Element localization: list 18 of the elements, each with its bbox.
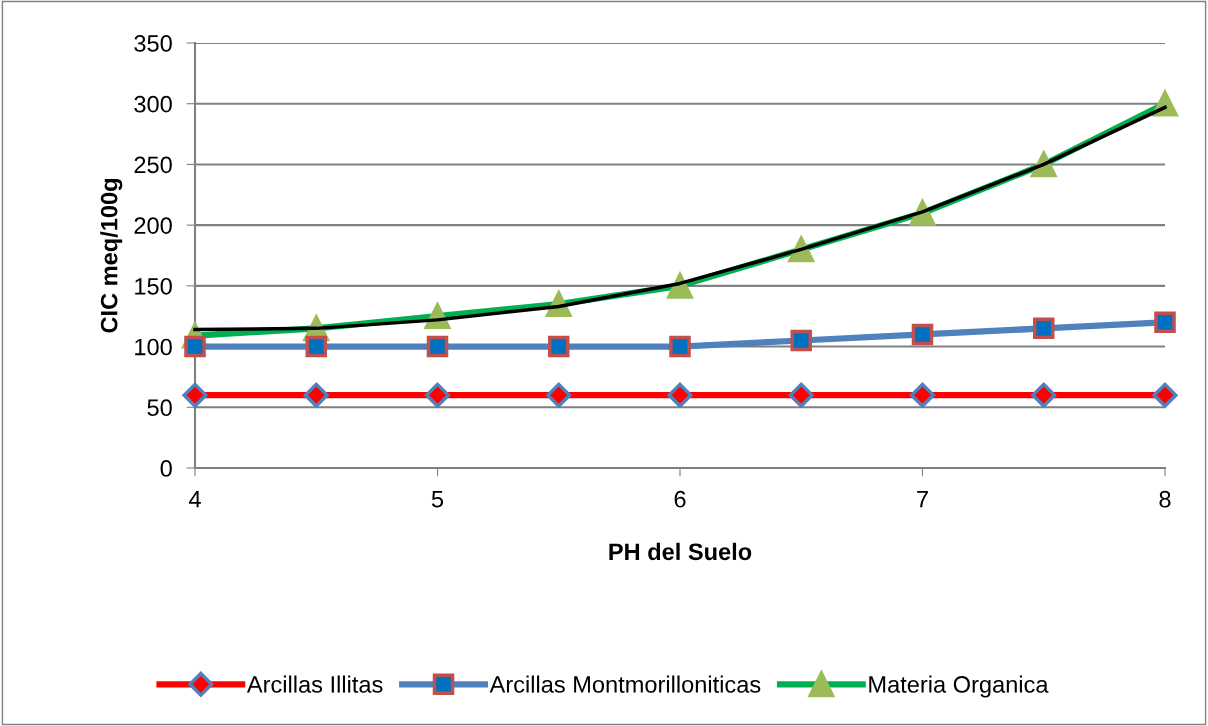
x-tick-label: 7 [917,491,928,508]
legend-label: Materia Organica [869,675,1049,698]
x-tick-label: 5 [431,491,444,508]
x-tick-label: 4 [188,491,201,508]
y-axis-title: CIC meq/100g [100,179,123,333]
y-tick-label: 300 [134,95,172,113]
y-tick-label: 250 [134,156,172,174]
legend-label: Arcillas Montmorilloniticas [489,675,761,693]
x-axis-title: PH del Suelo [609,542,752,561]
y-tick-label: 100 [135,338,172,356]
y-tick-label: 350 [134,35,172,52]
y-tick-label: 50 [147,399,172,417]
legend-label: Arcillas Illitas [246,675,383,693]
x-tick-label: 6 [674,490,686,508]
y-tick-label: 150 [135,277,172,295]
y-tick-label: 200 [134,217,172,234]
x-tick-label: 8 [1159,490,1171,508]
y-tick-label: 0 [160,460,172,477]
